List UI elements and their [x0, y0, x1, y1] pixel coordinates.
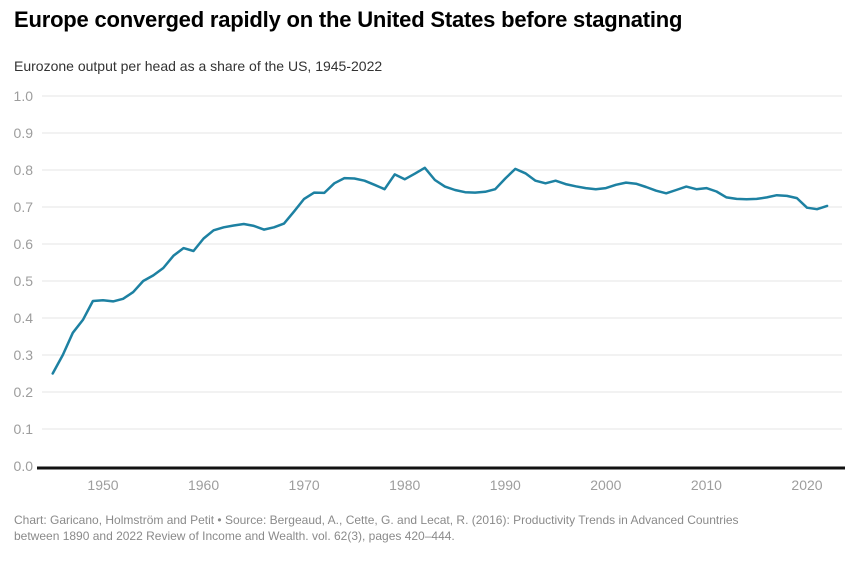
x-axis-tick-label: 1960: [188, 477, 219, 493]
x-axis-tick-label: 2010: [691, 477, 722, 493]
x-axis-tick-label: 1950: [87, 477, 118, 493]
line-chart: 0.0 0.1 0.2 0.3 0.4 0.5 0.6 0.7 0.8 0.9 1.0 1950 196…: [14, 88, 845, 493]
y-axis-tick-label: 0.7: [14, 199, 34, 215]
source-note-line-2: between 1890 and 2022 Review of Income a…: [14, 528, 455, 543]
y-axis-tick-label: 0.3: [14, 347, 34, 363]
chart-title: Europe converged rapidly on the United S…: [14, 7, 683, 32]
x-axis-tick-label: 1980: [389, 477, 420, 493]
x-axis-tick-label: 2020: [791, 477, 822, 493]
chart-subtitle: Eurozone output per head as a share of t…: [14, 58, 383, 74]
y-axis-tick-label: 1.0: [14, 88, 34, 104]
y-axis-tick-label: 0.1: [14, 421, 34, 437]
y-axis-tick-label: 0.0: [14, 458, 34, 474]
y-axis-tick-label: 0.6: [14, 236, 34, 252]
source-note-line-1: Chart: Garicano, Holmström and Petit • S…: [14, 513, 739, 527]
y-axis-tick-label: 0.8: [14, 162, 34, 178]
y-axis-tick-label: 0.4: [14, 310, 34, 326]
x-axis-tick-label: 1970: [289, 477, 320, 493]
x-axis-tick-label: 2000: [590, 477, 621, 493]
y-axis-tick-label: 0.9: [14, 125, 34, 141]
source-note: Chart: Garicano, Holmström and Petit • S…: [14, 513, 840, 544]
x-axis-tick-label: 1990: [490, 477, 521, 493]
y-axis-tick-label: 0.5: [14, 273, 34, 289]
series-line-eurozone: [51, 166, 829, 375]
y-axis-tick-label: 0.2: [14, 384, 34, 400]
